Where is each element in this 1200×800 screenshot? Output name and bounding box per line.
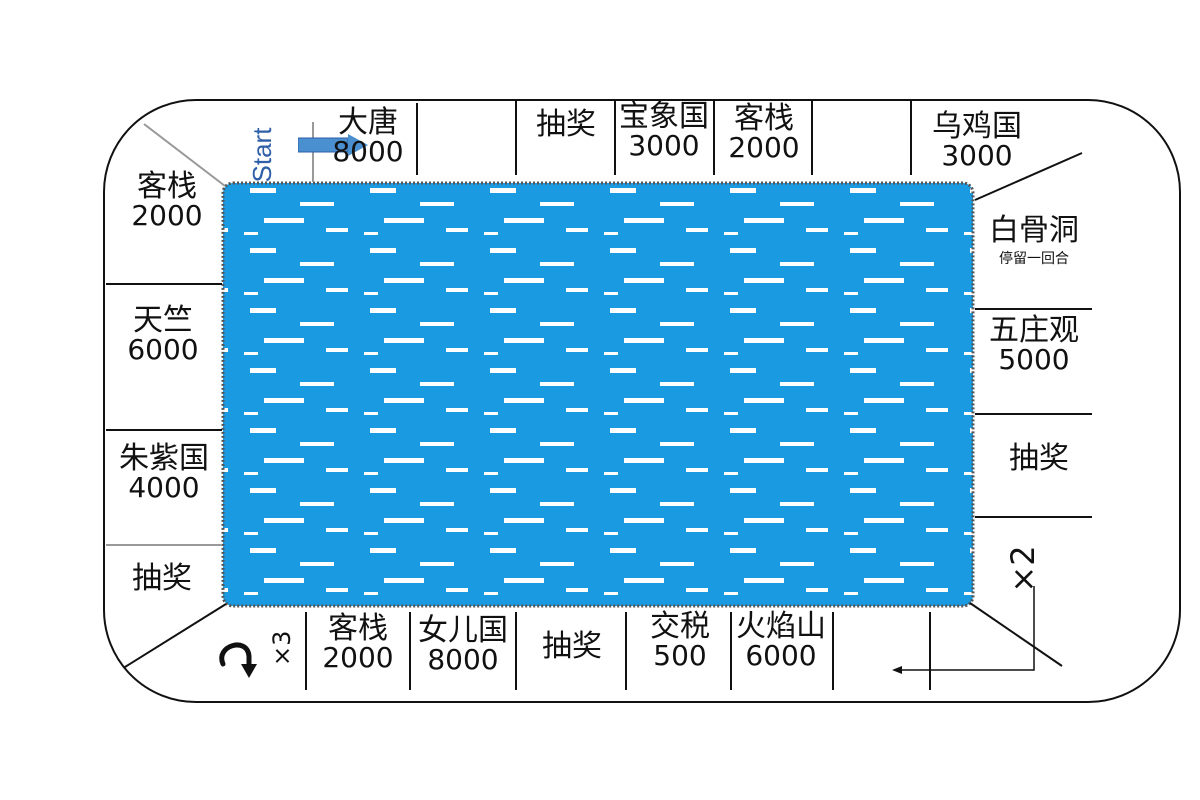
space-huoyan[interactable]: 火焰山 6000 [728, 612, 834, 670]
space-inn-top[interactable]: 客栈 2000 [714, 104, 814, 162]
space-lottery-bottom[interactable]: 抽奖 [518, 632, 626, 662]
space-name: 抽奖 [132, 561, 192, 596]
space-baigu-cave[interactable]: 白骨洞 停留一回合 [976, 213, 1092, 267]
corner-divider-top-left [143, 123, 226, 187]
space-price: 4000 [128, 471, 200, 504]
space-inn-bottom[interactable]: 客栈 2000 [308, 614, 408, 672]
space-zhuzi[interactable]: 朱紫国 4000 [108, 444, 220, 502]
space-name: 交税 [650, 609, 710, 644]
space-name: 客栈 [137, 169, 197, 204]
space-name: 五庄观 [989, 313, 1079, 348]
space-nuer[interactable]: 女儿国 8000 [410, 616, 516, 674]
space-name: 火焰山 [736, 609, 826, 644]
space-price: 3000 [628, 129, 700, 162]
space-price: 2000 [322, 641, 394, 674]
space-price: 6000 [127, 333, 199, 366]
space-price: 3000 [941, 139, 1013, 172]
space-name: 乌鸡国 [932, 109, 1022, 144]
space-wuzhuang[interactable]: 五庄观 5000 [976, 316, 1092, 374]
corner-divider-bottom-left [124, 603, 227, 668]
space-price: 500 [653, 639, 707, 672]
triple-multiplier[interactable]: ×3 [268, 630, 296, 666]
corner-divider-bottom-right [969, 602, 1063, 667]
space-name: 客栈 [328, 611, 388, 646]
space-lottery-right[interactable]: 抽奖 [976, 444, 1102, 474]
space-lottery-top[interactable]: 抽奖 [518, 110, 614, 140]
space-name: 抽奖 [1009, 441, 1069, 476]
space-baoxiang[interactable]: 宝象国 3000 [612, 102, 716, 160]
space-name: 客栈 [734, 101, 794, 136]
start-arrow-icon [298, 134, 368, 156]
start-label: Start [247, 127, 277, 183]
space-price: 5000 [998, 343, 1070, 376]
space-price: 8000 [427, 643, 499, 676]
space-name: 朱紫国 [119, 441, 209, 476]
space-note: 停留一回合 [999, 251, 1069, 267]
space-name: 宝象国 [619, 99, 709, 134]
space-name: 大唐 [338, 105, 398, 140]
space-price: 2000 [728, 131, 800, 164]
u-turn-icon [219, 642, 257, 678]
center-field [221, 181, 975, 608]
space-name: 抽奖 [536, 107, 596, 142]
space-name: 抽奖 [542, 629, 602, 664]
space-lottery-left[interactable]: 抽奖 [106, 564, 218, 594]
space-tianzhu[interactable]: 天竺 6000 [108, 306, 218, 364]
space-price: 6000 [745, 639, 817, 672]
corner-divider-top-right [974, 152, 1083, 201]
space-price: 8000 [332, 135, 404, 168]
space-name: 天竺 [133, 303, 193, 338]
space-name: 白骨洞 [989, 213, 1079, 248]
return-arrow-icon [892, 586, 1035, 674]
space-inn-left[interactable]: 客栈 2000 [112, 172, 222, 230]
space-name: 女儿国 [418, 613, 508, 648]
space-tax[interactable]: 交税 500 [628, 612, 732, 670]
space-price: 2000 [131, 199, 203, 232]
space-datang[interactable]: 大唐 8000 [318, 108, 418, 166]
space-wuji[interactable]: 乌鸡国 3000 [922, 112, 1032, 170]
